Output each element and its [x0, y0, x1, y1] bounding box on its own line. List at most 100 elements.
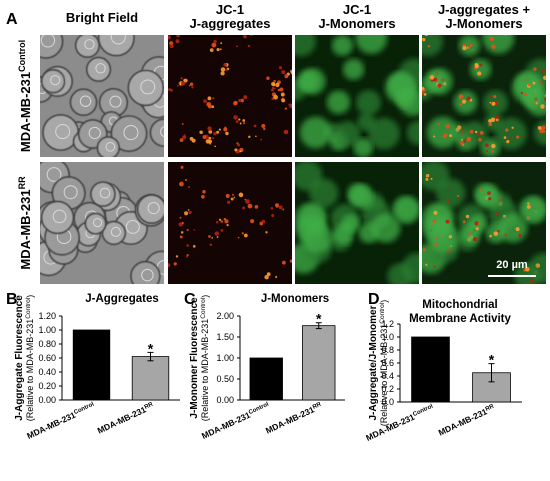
red-dot	[235, 120, 239, 124]
y-tick-label: 1.00	[216, 353, 234, 363]
red-dot	[211, 42, 217, 48]
micrograph	[422, 35, 546, 157]
red-dot	[545, 74, 546, 77]
red-dot	[205, 139, 211, 144]
cell	[74, 35, 100, 58]
x-tick-label: MDA-MB-231RR	[96, 400, 156, 435]
red-dot	[541, 125, 546, 130]
red-dot	[248, 135, 251, 139]
red-dot	[293, 126, 296, 129]
nucleus	[88, 126, 101, 140]
red-dot	[261, 219, 266, 224]
cell	[97, 35, 135, 57]
red-dot	[489, 101, 492, 104]
red-dot	[184, 211, 189, 216]
red-dot	[220, 229, 224, 232]
red-dot	[224, 219, 229, 224]
red-dot	[527, 202, 530, 205]
red-dot	[211, 105, 215, 109]
panel-label: C	[184, 291, 196, 308]
red-dot	[429, 75, 435, 80]
red-dot	[168, 35, 171, 40]
red-dot	[485, 150, 489, 153]
nucleus	[123, 125, 139, 141]
red-dot	[532, 81, 536, 85]
y-axis-sublabel-text: (Relative to MDA-MB-231	[379, 324, 389, 427]
red-dot	[425, 35, 427, 36]
nucleus	[55, 124, 71, 140]
red-dot	[238, 192, 244, 198]
red-dot	[485, 143, 489, 147]
chart-title: Membrane Activity	[409, 313, 511, 325]
red-dot	[183, 79, 185, 82]
red-dot	[477, 133, 480, 137]
green-cell	[355, 35, 388, 54]
red-dot	[212, 97, 215, 100]
red-dot	[168, 88, 169, 91]
red-dot	[468, 232, 472, 236]
cell	[86, 56, 112, 82]
red-dot	[433, 77, 438, 82]
red-dot	[226, 224, 229, 227]
row-label-sup: Control	[17, 40, 27, 72]
red-dot	[489, 234, 492, 238]
y-axis-sublabel: (Relative to MDA-MB-231Control)	[379, 300, 390, 427]
green-cell	[426, 116, 459, 149]
red-dot	[254, 205, 259, 209]
red-dot	[238, 118, 241, 121]
red-dot	[495, 118, 499, 122]
red-dot	[446, 199, 450, 203]
red-dot	[477, 222, 481, 225]
red-dot	[264, 274, 269, 280]
green-cell	[425, 203, 454, 232]
y-tick-label: 1.0	[381, 332, 394, 342]
green-cell	[331, 35, 354, 56]
cell	[136, 194, 164, 224]
red-dot	[214, 231, 219, 236]
red-dot	[504, 128, 509, 132]
red-dot	[493, 95, 497, 99]
red-dot	[184, 178, 188, 182]
red-dot	[220, 71, 225, 76]
red-dot	[495, 120, 497, 123]
nucleus	[79, 95, 92, 107]
y-tick-label: 0.6	[381, 358, 394, 368]
red-dot	[474, 221, 479, 226]
red-dot	[437, 123, 440, 126]
cell	[40, 35, 64, 59]
red-dot	[223, 62, 227, 67]
red-dot	[462, 45, 467, 51]
red-dot	[243, 35, 247, 39]
nucleus	[99, 187, 111, 199]
red-dot	[479, 63, 483, 67]
red-dot	[281, 70, 286, 75]
red-dot	[208, 126, 210, 128]
red-dot	[164, 92, 167, 95]
green-cell	[480, 138, 500, 157]
red-dot	[169, 44, 174, 49]
x-tick-label-sup: Control	[248, 402, 270, 417]
red-dot	[181, 221, 184, 224]
nucleus	[105, 142, 116, 152]
bar	[411, 336, 450, 403]
red-dot	[469, 129, 474, 134]
y-tick-label: 1.2	[381, 319, 394, 329]
green-cell	[298, 203, 327, 232]
y-tick-label: 0.00	[38, 395, 56, 405]
red-dot	[449, 134, 453, 138]
red-dot	[458, 94, 464, 99]
red-dot	[176, 84, 179, 87]
red-dot	[178, 222, 183, 227]
red-dot	[472, 237, 478, 242]
green-cell	[394, 196, 419, 222]
column-header: JC-1 J-Monomers	[318, 2, 395, 31]
red-dot	[278, 205, 283, 210]
chart-title: Mitochondrial	[422, 299, 497, 311]
red-dot	[511, 126, 514, 129]
red-dot	[240, 98, 245, 103]
row-label-sup: RR	[17, 176, 27, 189]
red-dot	[281, 260, 286, 265]
red-dot	[213, 131, 217, 136]
y-tick-label: 0.50	[216, 374, 234, 384]
